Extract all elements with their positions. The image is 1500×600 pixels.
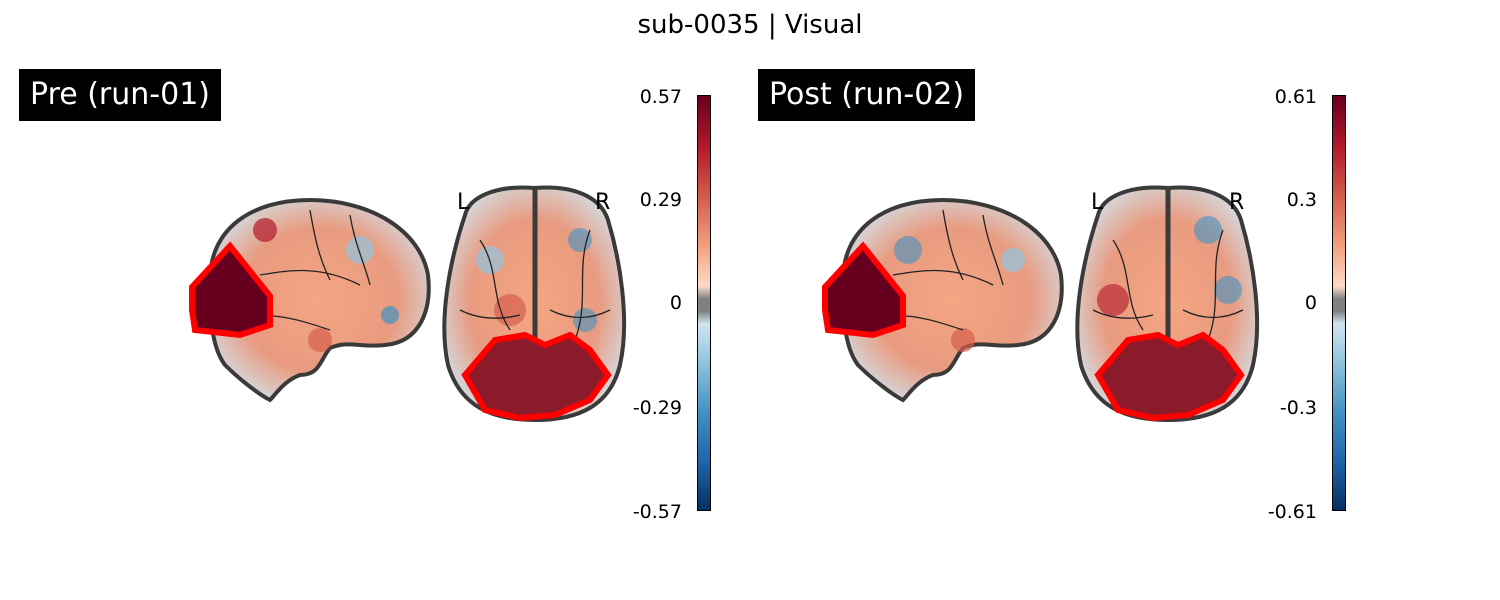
figure-title: sub-0035 | Visual bbox=[637, 10, 863, 40]
glass-brain-views bbox=[189, 185, 627, 423]
left-hemisphere-marker: L bbox=[1091, 190, 1104, 215]
panel-label: Post (run-02) bbox=[758, 69, 976, 121]
right-hemisphere-marker: R bbox=[595, 190, 611, 215]
colorbar-tick-min: -0.57 bbox=[632, 501, 682, 523]
colorbar-tick-mid-low: -0.3 bbox=[1279, 397, 1317, 419]
colorbar-tick-mid-high: 0.29 bbox=[639, 189, 682, 211]
panel-pre: Pre (run-01) bbox=[19, 69, 711, 523]
roi-outline-axial bbox=[1094, 331, 1245, 422]
colorbar-tick-mid-high: 0.3 bbox=[1286, 189, 1317, 211]
axial-brain-view bbox=[442, 185, 627, 423]
roi-outline-axial bbox=[461, 331, 612, 422]
colorbar bbox=[1332, 95, 1346, 511]
sagittal-brain-view bbox=[822, 197, 1064, 403]
glass-brain-views bbox=[822, 185, 1260, 423]
roi-outline-sagittal bbox=[189, 241, 273, 339]
colorbar-tick-max: 0.61 bbox=[1274, 86, 1317, 108]
right-hemisphere-marker: R bbox=[1229, 190, 1245, 215]
colorbar-tick-zero: 0 bbox=[1304, 292, 1317, 314]
roi-outline-sagittal bbox=[822, 241, 906, 339]
colorbar-tick-mid-low: -0.29 bbox=[632, 397, 682, 419]
colorbar-tick-max: 0.57 bbox=[639, 86, 682, 108]
panel-label: Pre (run-01) bbox=[19, 69, 221, 121]
axial-brain-view bbox=[1075, 185, 1260, 423]
colorbar bbox=[697, 95, 711, 511]
sagittal-brain-view bbox=[189, 197, 431, 403]
panel-post: Post (run-02) L R 0.61 0.3 0 -0.3 -0.61 bbox=[635, 0, 1385, 600]
colorbar-tick-zero: 0 bbox=[669, 292, 682, 314]
left-hemisphere-marker: L bbox=[457, 190, 470, 215]
colorbar-tick-min: -0.61 bbox=[1267, 501, 1317, 523]
